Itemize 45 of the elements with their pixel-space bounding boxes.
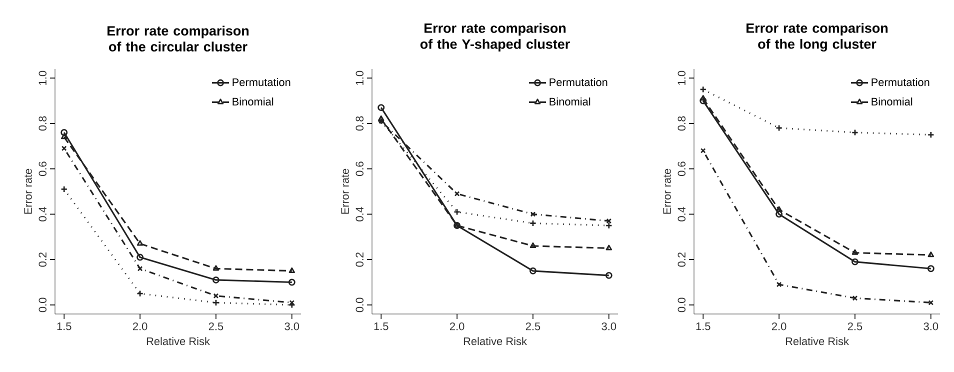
y-tick-label: 0.4 [356,206,364,222]
chart-title: Error rate comparison of the circular cluster [108,26,249,52]
x-tick-label: 1.5 [57,322,72,330]
y-tick-label: 0.0 [678,298,686,312]
x-tick-label: 2.5 [526,322,540,330]
x-tick-label: 1.5 [696,322,710,330]
x-tick-label: 2.5 [208,322,224,330]
chart-title: Error rate comparison of the Y-shaped cluster [420,23,570,52]
x-tick-label: 2.0 [132,322,148,330]
y-axis-title: Error rate [24,168,32,214]
y-tick-label: 0.8 [38,116,46,131]
y-axis-title: Error rate [663,168,671,214]
legend-label: Binomial [550,97,590,106]
legend-label: Binomial [232,97,274,106]
legend-label: Binomial [872,97,912,106]
y-tick-label: 1.0 [356,70,364,85]
legend-label: Permutation [232,78,290,86]
legend-label: Permutation [550,78,608,86]
x-tick-label: 3.0 [284,322,300,330]
x-tick-label: 3.0 [924,322,938,330]
x-tick-label: 2.5 [848,322,862,330]
y-tick-label: 0.6 [678,162,686,176]
y-tick-label: 0.6 [38,162,46,176]
x-tick-label: 2.0 [772,322,786,330]
y-tick-label: 1.0 [678,70,686,85]
y-tick-label: 0.2 [38,252,46,267]
y-tick-label: 0.0 [38,298,46,312]
y-tick-label: 0.4 [38,206,46,222]
y-tick-label: 0.0 [356,298,364,312]
x-axis-title: Relative Risk [146,337,210,346]
y-axis-title: Error rate [341,168,349,214]
y-tick-label: 0.6 [356,162,364,176]
x-tick-label: 1.5 [374,322,388,330]
x-axis-title: Relative Risk [786,337,849,346]
y-tick-label: 1.0 [38,70,46,85]
y-tick-label: 0.8 [678,116,686,131]
y-tick-label: 0.2 [678,252,686,267]
y-tick-label: 0.4 [678,206,686,222]
chart-title: Error rate comparison of the long cluster [746,22,888,52]
legend-label: Permutation [872,78,930,86]
x-tick-label: 3.0 [602,322,616,330]
x-tick-label: 2.0 [450,322,464,330]
x-axis-title: Relative Risk [464,337,527,346]
y-tick-label: 0.2 [356,252,364,267]
y-tick-label: 0.8 [356,116,364,131]
